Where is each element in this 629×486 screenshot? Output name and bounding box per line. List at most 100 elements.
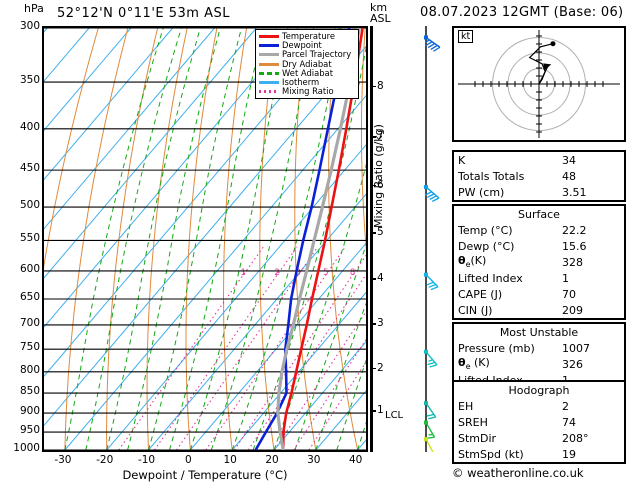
legend-color-swatch	[259, 71, 279, 75]
hodograph-endpoint	[550, 41, 556, 47]
legend-label: Mixing Ratio	[282, 86, 334, 97]
hodograph-stat-label: StmDir	[458, 431, 497, 445]
pressure-tick-label: 850	[19, 385, 40, 398]
height-tick-mark	[370, 367, 376, 370]
general-index-row: PW (cm) 3.51	[454, 184, 624, 200]
surface-index-value: 22.2	[562, 223, 587, 237]
general-index-value: 48	[562, 169, 576, 183]
general-index-label: K	[458, 153, 466, 167]
svg-text:2: 2	[274, 268, 279, 278]
hodograph-canvas	[458, 30, 620, 138]
hodograph-stat-label: EH	[458, 399, 474, 413]
general-index-value: 34	[562, 153, 576, 167]
general-index-value: 3.51	[562, 185, 587, 199]
surface-index-label: θe(K)	[458, 254, 487, 270]
wind-barb	[424, 420, 436, 439]
temperature-tick-label: -10	[137, 454, 156, 466]
legend-color-swatch	[259, 44, 279, 48]
wind-barb	[424, 185, 440, 203]
pressure-axis: 300 350 400 450 500 550 600 650 700 750 800 850 900 9…	[2, 20, 40, 454]
legend-color-swatch	[259, 35, 279, 39]
hodograph-stat-row: StmSpd (kt) 19	[454, 446, 624, 462]
station-title: 52°12'N 0°11'E 53m ASL	[57, 6, 230, 21]
surface-index-row: Lifted Index 1	[454, 270, 624, 286]
temperature-tick-label: 20	[265, 454, 279, 466]
height-tick-mark	[370, 410, 376, 412]
lcl-marker-label: LCL	[385, 410, 404, 422]
surface-index-label: Lifted Index	[458, 271, 523, 285]
legend-color-swatch	[259, 62, 279, 66]
most-unstable-index-label: θe (K)	[458, 356, 490, 372]
most-unstable-index-label: Pressure (mb)	[458, 341, 535, 355]
hodograph-stat-label: SREH	[458, 415, 488, 429]
most-unstable-title: Most Unstable	[499, 325, 579, 339]
height-unit-asl: ASL	[370, 12, 391, 25]
copyright-notice: © weatheronline.co.uk	[452, 466, 584, 480]
surface-index-row: Dewp (°C) 15.6	[454, 238, 624, 254]
most-unstable-header: Most Unstable	[454, 324, 624, 340]
wind-barb	[424, 272, 439, 291]
surface-index-row: Temp (°C) 22.2	[454, 222, 624, 238]
surface-index-value: 209	[562, 303, 583, 317]
wind-barb-canvas	[424, 26, 441, 456]
most-unstable-index-value: 326	[562, 357, 583, 371]
height-tick-label: 8	[377, 79, 384, 92]
most-unstable-index-row: Pressure (mb) 1007	[454, 340, 624, 356]
hodograph-stats-table: Hodograph EH 2 SREH 74 StmDir 208° StmSpd (kt) 1…	[452, 380, 626, 464]
most-unstable-index-value: 1007	[562, 341, 590, 355]
legend-color-swatch	[259, 90, 279, 94]
general-index-label: PW (cm)	[458, 185, 505, 199]
pressure-tick-label: 650	[19, 291, 40, 303]
wind-barb-strip	[404, 26, 444, 456]
height-axis: 1 2 3 4 5 6 7 8 LCL	[370, 26, 404, 452]
height-tick-label: 4	[377, 272, 384, 285]
temperature-tick-label: 10	[223, 454, 237, 466]
height-tick-mark	[370, 85, 376, 88]
pressure-tick-label: 400	[19, 120, 40, 133]
surface-title: Surface	[518, 207, 560, 221]
legend-item: Temperature	[259, 32, 355, 41]
height-tick-mark	[370, 278, 376, 280]
height-tick-label: 2	[377, 361, 384, 374]
temperature-tick-label: 40	[348, 454, 363, 466]
legend-item: Dry Adiabat	[259, 59, 355, 69]
temperature-tick-label: 0	[185, 454, 192, 466]
hodograph-stat-label: StmSpd (kt)	[458, 447, 524, 461]
pressure-tick-label: 900	[19, 405, 40, 418]
hodograph-panel[interactable]: kt	[452, 26, 626, 142]
hodograph-stat-row: SREH 74	[454, 414, 624, 430]
pressure-tick-label: 500	[19, 199, 40, 212]
hodograph-stat-value: 74	[562, 415, 576, 429]
legend-label: Temperature	[282, 31, 336, 42]
general-index-row: Totals Totals 48	[454, 168, 624, 184]
surface-index-row: θe(K) 328	[454, 254, 624, 270]
pressure-tick-label: 800	[19, 363, 40, 376]
legend-color-swatch	[259, 81, 279, 85]
hodograph-unit-label: kt	[458, 30, 474, 43]
svg-text:5: 5	[323, 268, 328, 278]
legend-label: Isotherm	[282, 77, 320, 88]
height-axis-line	[370, 26, 373, 452]
legend-item: Parcel Trajectory	[259, 50, 355, 59]
general-indices-table: K 34 Totals Totals 48 PW (cm) 3.51	[452, 150, 626, 202]
temperature-tick-label: -30	[54, 454, 72, 466]
wind-barb	[424, 349, 438, 368]
hodograph-stat-value: 19	[562, 447, 576, 461]
x-axis-title: Dewpoint / Temperature (°C)	[122, 468, 288, 482]
surface-index-value: 70	[562, 287, 576, 301]
height-tick-label: 7	[377, 130, 384, 143]
legend-label: Dewpoint	[282, 40, 322, 51]
hodograph-stats-header: Hodograph	[454, 382, 624, 398]
hodograph-stat-value: 2	[562, 399, 569, 413]
height-tick-label: 6	[377, 178, 384, 191]
pressure-tick-label: 700	[19, 316, 40, 329]
legend-item: Dewpoint	[259, 41, 355, 50]
svg-text:8: 8	[350, 268, 355, 278]
legend-color-swatch	[259, 53, 279, 57]
surface-index-label: CAPE (J)	[458, 287, 503, 301]
mixing-ratio-axis-title: Mixing Ratio (g/kg)	[372, 124, 385, 228]
pressure-tick-label: 950	[19, 424, 40, 437]
hodograph-trace	[528, 43, 554, 85]
temperature-axis: -30 -20 -10 0 10 20 30 40	[42, 454, 368, 468]
height-tick-label: 1	[377, 404, 384, 417]
